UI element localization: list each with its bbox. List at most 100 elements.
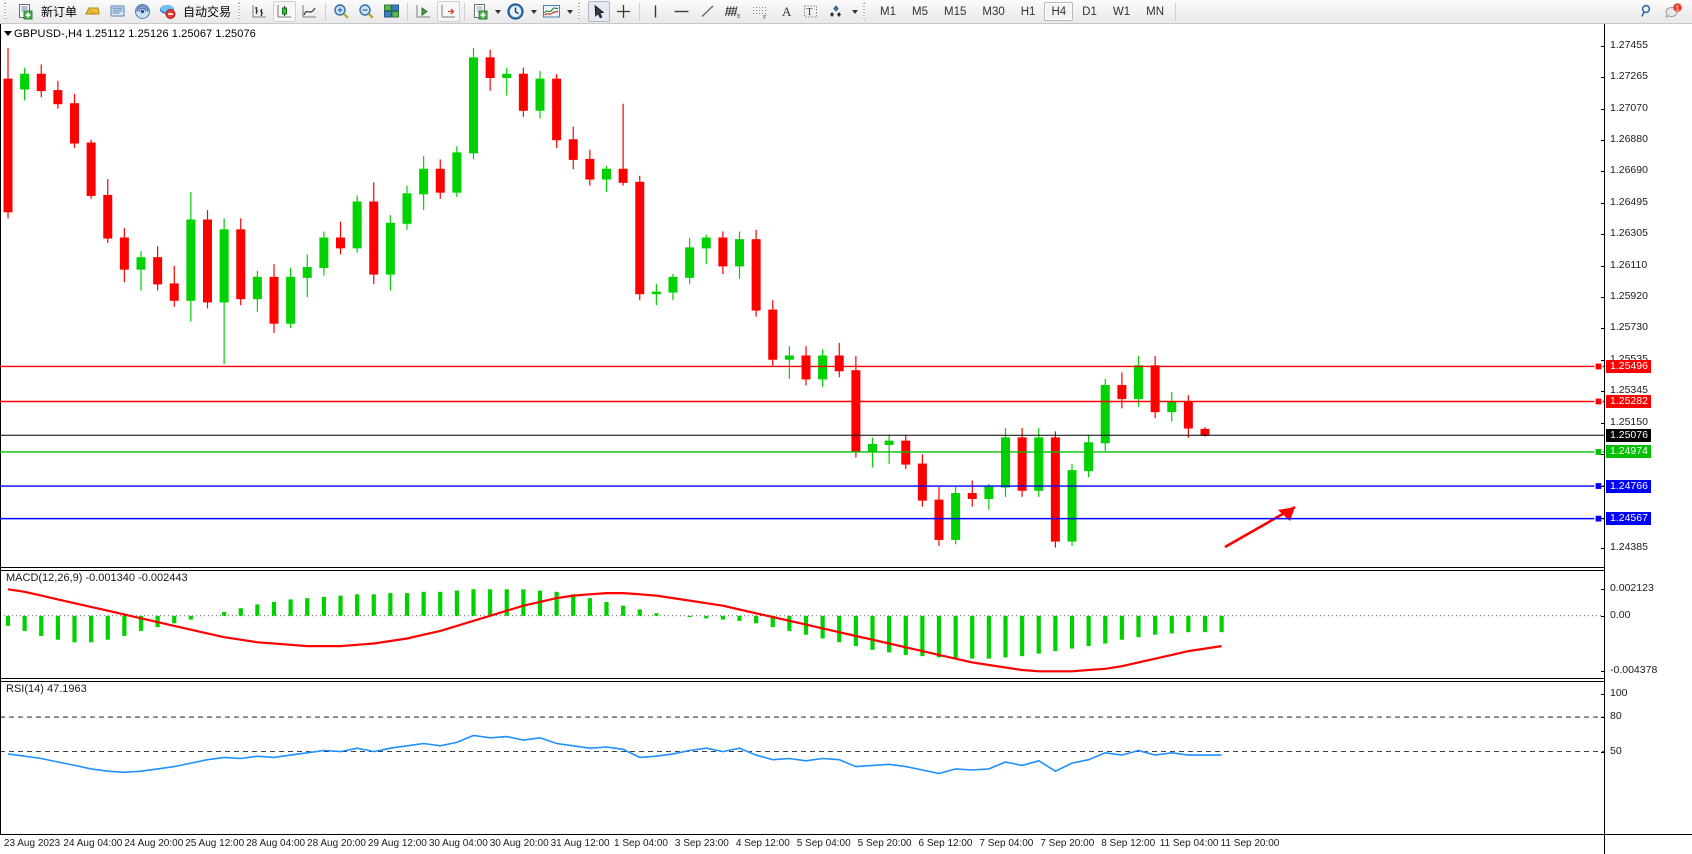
time-tick: 8 Sep 12:00 xyxy=(1101,838,1156,849)
price-level-tag[interactable]: 1.24766 xyxy=(1606,479,1651,493)
svg-text:E: E xyxy=(737,14,741,20)
trendline-icon[interactable] xyxy=(696,1,719,22)
time-tick: 25 Aug 12:00 xyxy=(185,838,245,849)
terminal-icon[interactable] xyxy=(106,1,129,22)
price-level-tag[interactable]: 1.25282 xyxy=(1606,395,1651,408)
timeframe-mn[interactable]: MN xyxy=(1146,5,1164,18)
label-icon[interactable]: T xyxy=(799,1,822,22)
timeframe-m30[interactable]: M30 xyxy=(982,5,1005,18)
chart-symbol-bar[interactable]: GBPUSD-,H4 1.25112 1.25126 1.25067 1.250… xyxy=(2,26,256,41)
new-order-icon[interactable] xyxy=(14,1,37,22)
candlestick xyxy=(153,246,163,291)
chart-shift-icon[interactable] xyxy=(412,1,435,22)
new-order-label[interactable]: 新订单 xyxy=(41,5,78,19)
notification-bell-icon[interactable]: 1 xyxy=(1661,1,1686,22)
pane-separator-2 xyxy=(0,678,1692,679)
autotrading-icon[interactable] xyxy=(156,1,179,22)
price-level-handle xyxy=(1594,447,1603,457)
zoom-out-icon[interactable] xyxy=(355,1,378,22)
candlestick xyxy=(602,165,611,193)
candlestick xyxy=(319,231,329,276)
tile-windows-icon[interactable] xyxy=(380,1,403,22)
period-icon[interactable] xyxy=(503,1,528,22)
auto-scroll-icon[interactable] xyxy=(437,1,461,22)
time-tick: 31 Aug 12:00 xyxy=(550,838,610,849)
channel-icon[interactable]: F xyxy=(748,1,773,22)
hline-icon[interactable] xyxy=(669,1,694,22)
timeframe-d1[interactable]: D1 xyxy=(1082,5,1097,18)
chart-window[interactable]: GBPUSD-,H4 1.25112 1.25126 1.25067 1.250… xyxy=(0,24,1692,854)
candlestick xyxy=(336,221,345,255)
period-dropdown-arrow-icon[interactable] xyxy=(529,3,538,21)
time-axis[interactable]: 23 Aug 2023 24 Aug 04:00 24 Aug 20:00 25 Au… xyxy=(0,834,1604,854)
time-tick: 28 Aug 20:00 xyxy=(307,838,366,849)
candlestick xyxy=(103,179,113,243)
rsi-line xyxy=(7,734,1222,775)
svg-text:A: A xyxy=(782,4,792,19)
timeframe-h1[interactable]: H1 xyxy=(1020,5,1036,18)
price-level-tag[interactable]: 1.25496 xyxy=(1606,359,1651,373)
candlestick xyxy=(718,231,728,275)
candlestick xyxy=(934,487,944,546)
shapes-icon[interactable] xyxy=(824,1,849,22)
candlestick-chart-icon[interactable] xyxy=(273,1,297,22)
timeframe-m15[interactable]: M15 xyxy=(944,5,967,18)
time-tick: 5 Sep 04:00 xyxy=(796,838,851,849)
candlestick xyxy=(369,182,379,284)
new-chart-dropdown-arrow-icon[interactable] xyxy=(493,3,502,21)
timeframe-m5[interactable]: M5 xyxy=(912,5,928,18)
toolbar-grip-1[interactable] xyxy=(3,2,10,21)
candlestick xyxy=(818,349,828,388)
time-tick: 7 Sep 04:00 xyxy=(979,838,1034,849)
candlestick xyxy=(1067,464,1077,546)
crosshair-icon[interactable] xyxy=(612,1,635,22)
candlestick xyxy=(618,103,628,186)
candlestick xyxy=(951,487,961,545)
zoom-in-icon[interactable] xyxy=(330,1,353,22)
trend-arrow-annotation xyxy=(1224,505,1296,549)
text-icon[interactable]: A xyxy=(775,1,797,22)
candlestick xyxy=(518,67,528,117)
toolbar-separator-4 xyxy=(639,2,641,21)
candlestick xyxy=(402,185,412,230)
search-icon[interactable] xyxy=(1636,1,1659,22)
rsi-label: RSI(14) 47.1963 xyxy=(6,683,87,695)
candlestick xyxy=(252,270,262,312)
autotrading-label[interactable]: 自动交易 xyxy=(183,5,232,19)
timeframe-m1[interactable]: M1 xyxy=(880,5,897,18)
timeframe-w1[interactable]: W1 xyxy=(1112,5,1131,18)
indicators-icon[interactable] xyxy=(539,1,564,22)
gold-bar-icon[interactable] xyxy=(81,1,104,22)
candlestick xyxy=(186,192,196,322)
price-level-tag[interactable]: 1.24974 xyxy=(1606,445,1651,459)
vline-icon[interactable] xyxy=(644,1,667,22)
new-chart-icon[interactable] xyxy=(469,1,492,22)
line-chart-icon[interactable] xyxy=(298,1,321,22)
candlestick xyxy=(884,434,894,465)
fibonacci-icon[interactable]: E xyxy=(721,1,746,22)
candlestick xyxy=(1117,372,1127,409)
price-level-tag[interactable]: 1.24567 xyxy=(1606,512,1651,526)
timeframe-h4[interactable]: H4 xyxy=(1044,2,1074,21)
toolbar-grip-2[interactable] xyxy=(237,2,245,21)
macd-label: MACD(12,26,9) -0.001340 -0.002443 xyxy=(6,572,188,584)
candlestick xyxy=(967,480,977,507)
shapes-dropdown-arrow-icon[interactable] xyxy=(850,3,859,21)
bar-chart-icon[interactable] xyxy=(248,1,271,22)
toolbar-grip-3[interactable] xyxy=(577,2,585,21)
indicators-dropdown-arrow-icon[interactable] xyxy=(565,3,574,21)
candlestick xyxy=(668,274,678,301)
candlestick xyxy=(53,80,63,109)
toolbar-grip-4[interactable] xyxy=(862,2,870,21)
signals-icon[interactable] xyxy=(131,1,154,22)
candlestick xyxy=(735,231,744,279)
time-tick: 6 Sep 12:00 xyxy=(918,838,973,849)
candlestick xyxy=(452,146,462,198)
chart-menu-caret-icon[interactable] xyxy=(2,28,14,40)
candlestick xyxy=(784,346,794,379)
candlestick xyxy=(1100,378,1110,451)
candlestick xyxy=(1167,392,1177,422)
price-axis[interactable]: 1.25496 1.25282 1.25076 1.24974 1.24766 1.245… xyxy=(1601,24,1692,854)
current-price-tag[interactable]: 1.25076 xyxy=(1606,428,1651,442)
cursor-icon[interactable] xyxy=(588,1,611,22)
